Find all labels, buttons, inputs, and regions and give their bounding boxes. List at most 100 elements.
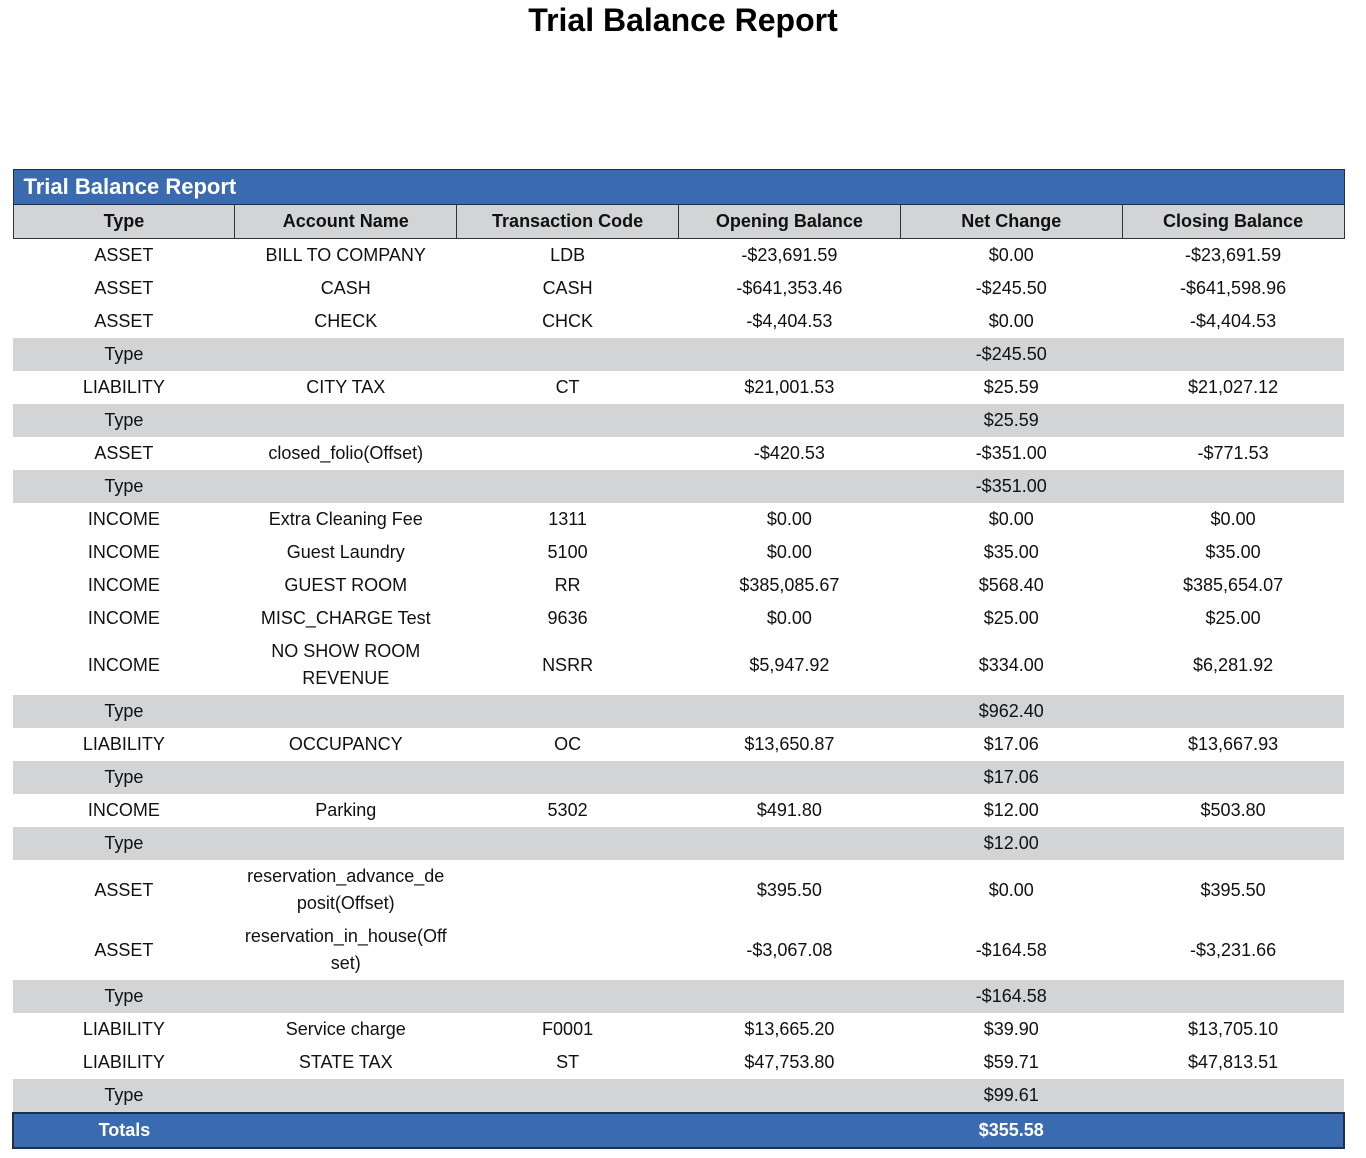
data-row: INCOME NO SHOW ROOM REVENUE NSRR $5,947.92 $… (13, 635, 1344, 695)
account-name: NO SHOW ROOM REVENUE (271, 641, 421, 688)
cell (678, 338, 901, 371)
cell: LIABILITY (82, 734, 165, 754)
cell (456, 470, 679, 503)
subtotal-row: Type $25.59 (13, 404, 1344, 437)
subtotal-row: Type -$245.50 (13, 338, 1344, 371)
cell: $491.80 (756, 800, 822, 820)
page-title: Trial Balance Report (528, 2, 838, 38)
subtotal-row: Type -$351.00 (13, 470, 1344, 503)
cell: $0.00 (1210, 509, 1256, 529)
cell: $0.00 (988, 311, 1034, 331)
cell: -$351.00 (900, 470, 1123, 503)
cell (234, 470, 457, 503)
data-row: ASSET reservation_in_house(Offset) -$3,067… (13, 920, 1344, 980)
cell: closed_folio(Offset) (235, 437, 457, 470)
cell: ASSET (94, 245, 154, 265)
data-row: LIABILITY CITY TAX CT $21,001.53 $25.59 $21,0… (13, 371, 1344, 404)
data-row: ASSET closed_folio(Offset) -$420.53 -$351.0… (13, 437, 1344, 470)
cell: Type (13, 695, 235, 728)
table-body: ASSET BILL TO COMPANY LDB -$23,691.59 $0.00 -… (12, 239, 1345, 1149)
cell: -$4,404.53 (746, 311, 833, 331)
cell: -$245.50 (900, 338, 1123, 371)
cell: -$420.53 (753, 443, 825, 463)
cell (234, 980, 457, 1013)
cell (457, 920, 679, 980)
column-header: Closing Balance (1121, 204, 1345, 239)
cell: -$164.58 (900, 980, 1123, 1013)
cell (1122, 404, 1344, 437)
cell: $13,650.87 (744, 734, 835, 754)
cell: Service charge (235, 1013, 457, 1046)
cell: INCOME (87, 800, 160, 820)
cell: -$164.58 (975, 939, 1047, 960)
cell (234, 404, 457, 437)
cell (1122, 980, 1344, 1013)
subtotal-row: Type -$164.58 (13, 980, 1344, 1013)
cell: $503.80 (1200, 800, 1266, 820)
cell: ASSET (94, 443, 154, 463)
cell: $0.00 (766, 509, 812, 529)
cell: $385,085.67 (739, 575, 840, 595)
totals-cell (234, 1112, 457, 1149)
totals-cell: $355.58 (900, 1112, 1123, 1149)
data-row: ASSET CHECK CHCK -$4,404.53 $0.00 -$4,404.53 (13, 305, 1344, 338)
cell: $395.50 (756, 879, 822, 900)
data-row: ASSET reservation_advance_deposit(Offset)… (13, 860, 1344, 920)
cell: $13,705.10 (1188, 1019, 1279, 1039)
cell: $568.40 (978, 575, 1044, 595)
cell: $334.00 (978, 654, 1044, 675)
cell (1122, 470, 1344, 503)
cell: $0.00 (988, 245, 1034, 265)
cell: Extra Cleaning Fee (235, 503, 457, 536)
totals-cell (1122, 1112, 1345, 1149)
cell (456, 404, 679, 437)
account-name: Guest Laundry (286, 542, 405, 562)
cell (234, 761, 457, 794)
cell: Type (13, 761, 235, 794)
table-head: Trial Balance Report Type Account Name Tra… (12, 169, 1345, 239)
account-name: CASH (320, 278, 371, 298)
cell (1122, 695, 1344, 728)
cell: -$641,598.96 (1180, 278, 1287, 298)
column-header: Opening Balance (677, 204, 901, 239)
account-name: OCCUPANCY (288, 734, 403, 754)
cell (234, 827, 457, 860)
cell (457, 860, 679, 920)
cell: $0.00 (988, 509, 1034, 529)
cell: LIABILITY (82, 1052, 165, 1072)
cell: ASSET (94, 278, 154, 298)
cell (456, 338, 679, 371)
cell: ASSET (94, 311, 154, 331)
column-header: Account Name (234, 204, 458, 239)
caption-row: Trial Balance Report (12, 169, 1345, 205)
cell: $59.71 (983, 1052, 1039, 1072)
cell (1122, 827, 1344, 860)
cell: INCOME (87, 608, 160, 628)
cell (456, 761, 679, 794)
cell (234, 338, 457, 371)
cell: CITY TAX (235, 371, 457, 404)
totals-cell: Totals (12, 1112, 235, 1149)
column-header-row: Type Account Name Transaction Code Opening … (12, 204, 1345, 239)
cell: $25.59 (983, 377, 1039, 397)
cell: Type (13, 404, 235, 437)
subtotal-row: Type $962.40 (13, 695, 1344, 728)
column-header: Net Change (899, 204, 1123, 239)
cell: -$3,231.66 (1190, 939, 1277, 960)
cell (678, 761, 901, 794)
cell (456, 695, 679, 728)
cell: $6,281.92 (1193, 654, 1274, 675)
cell: $47,813.51 (1188, 1052, 1279, 1072)
cell: $17.06 (983, 734, 1039, 754)
data-row: ASSET BILL TO COMPANY LDB -$23,691.59 $0.00 -… (13, 239, 1344, 273)
cell: ASSET (94, 939, 154, 960)
cell: LIABILITY (82, 377, 165, 397)
cell: $35.00 (983, 542, 1039, 562)
data-row: LIABILITY OCCUPANCY OC $13,650.87 $17.06 $13,… (13, 728, 1344, 761)
account-name: reservation_advance_deposit(Offset) (247, 866, 445, 913)
cell (1122, 1079, 1344, 1113)
report-table: Trial Balance Report Type Account Name Tra… (12, 169, 1345, 1149)
cell: 5100 (547, 542, 588, 562)
cell: $39.90 (983, 1019, 1039, 1039)
subtotal-row: Type $12.00 (13, 827, 1344, 860)
